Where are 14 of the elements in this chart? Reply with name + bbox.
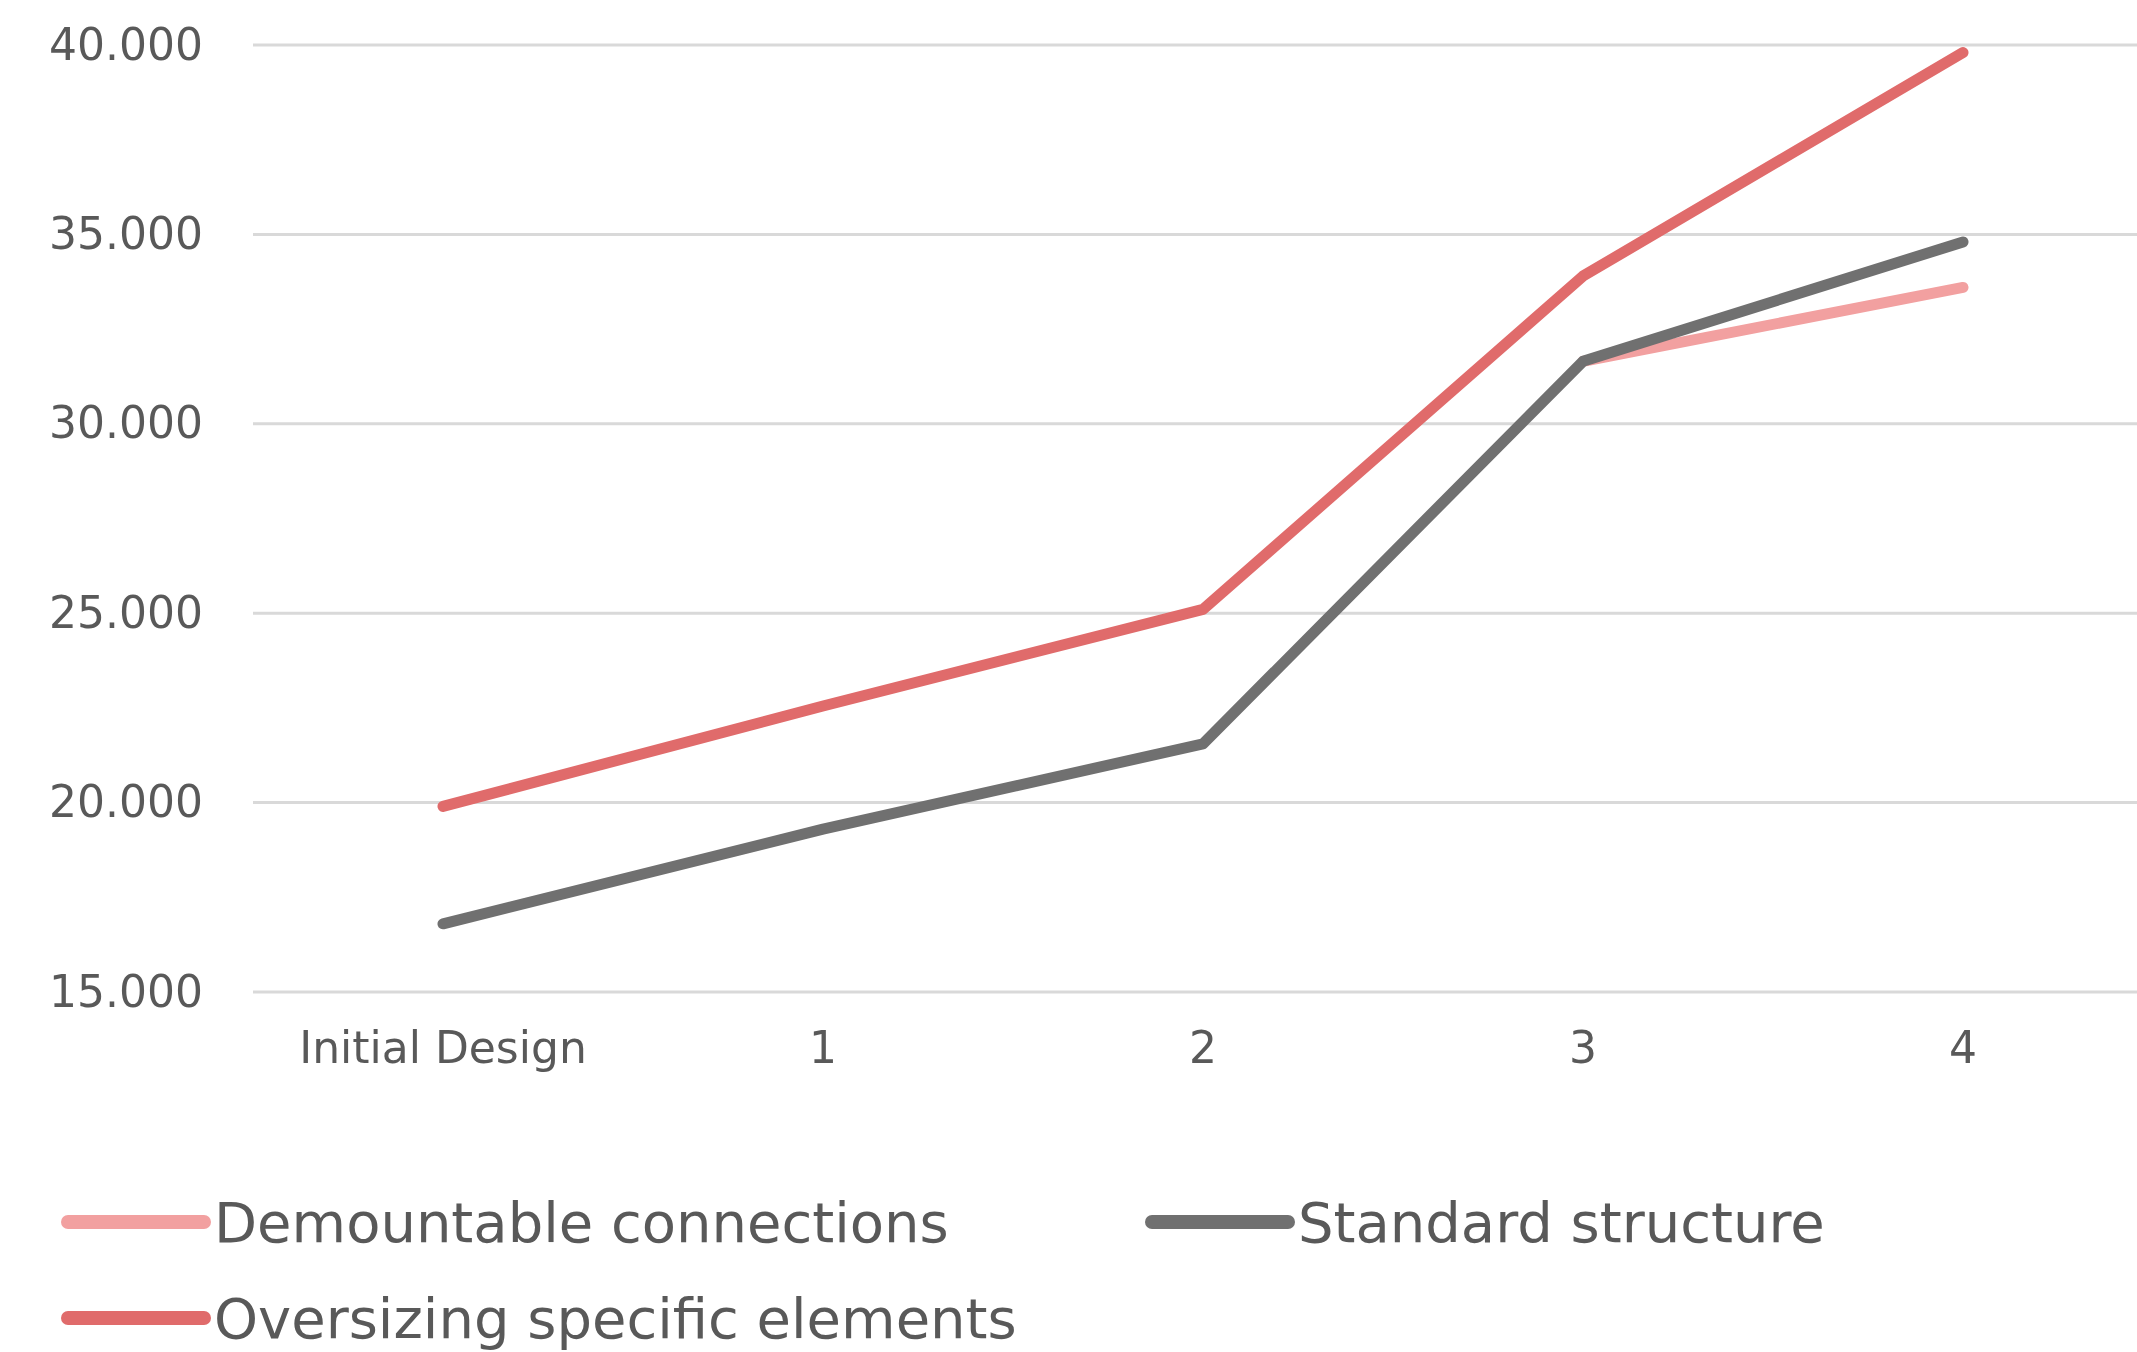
y-tick-label: 40.000 (49, 18, 203, 70)
y-tick-label: 35.000 (49, 207, 203, 259)
legend-label: Standard structure (1298, 1189, 1825, 1255)
x-tick-label: Initial Design (299, 1022, 587, 1074)
y-tick-label: 25.000 (49, 586, 203, 638)
legend-label: Demountable connections (214, 1189, 949, 1255)
legend-label: Oversizing specific elements (214, 1285, 1017, 1351)
x-tick-label: 2 (1189, 1022, 1217, 1074)
x-tick-label: 3 (1569, 1022, 1597, 1074)
y-tick-label: 20.000 (49, 776, 203, 828)
x-tick-label: 4 (1949, 1022, 1977, 1074)
x-tick-label: 1 (809, 1022, 837, 1074)
y-tick-label: 15.000 (49, 965, 203, 1017)
y-tick-label: 30.000 (49, 397, 203, 449)
